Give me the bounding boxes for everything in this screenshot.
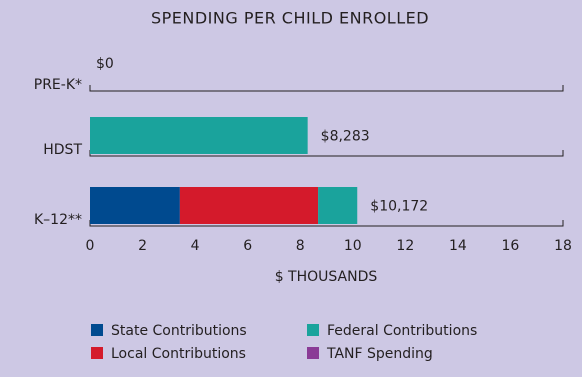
x-tick-label: 6	[243, 238, 252, 254]
y-tick-label: K–12**	[34, 212, 82, 228]
bar-segment	[318, 187, 358, 224]
legend-label: State Contributions	[111, 323, 247, 339]
total-label: $0	[96, 56, 114, 72]
x-tick-label: 8	[296, 238, 305, 254]
row-baseline	[89, 85, 564, 92]
total-label: $10,172	[370, 199, 428, 215]
legend-swatch	[307, 324, 319, 336]
x-tick-label: 2	[138, 238, 147, 254]
y-tick-label: HDST	[43, 142, 82, 158]
bar-segment	[179, 187, 319, 224]
x-tick-label: 0	[86, 238, 95, 254]
y-tick-label: PRE-K*	[34, 77, 82, 93]
legend-swatch	[307, 347, 319, 359]
x-tick-label: 10	[344, 238, 362, 254]
legend-label: Federal Contributions	[327, 323, 477, 339]
legend-label: TANF Spending	[326, 346, 433, 362]
bar-segment	[90, 117, 308, 154]
x-axis-label: $ THOUSANDS	[275, 269, 378, 285]
x-tick-label: 4	[191, 238, 200, 254]
bar-segment	[90, 187, 180, 224]
legend-swatch	[91, 324, 103, 336]
x-tick-label: 18	[554, 238, 572, 254]
total-label: $8,283	[321, 129, 370, 145]
x-tick-label: 12	[396, 238, 414, 254]
legend-label: Local Contributions	[111, 346, 246, 362]
legend-swatch	[91, 347, 103, 359]
chart-title: SPENDING PER CHILD ENROLLED	[151, 9, 429, 28]
x-tick-label: 16	[502, 238, 520, 254]
x-tick-label: 14	[449, 238, 467, 254]
